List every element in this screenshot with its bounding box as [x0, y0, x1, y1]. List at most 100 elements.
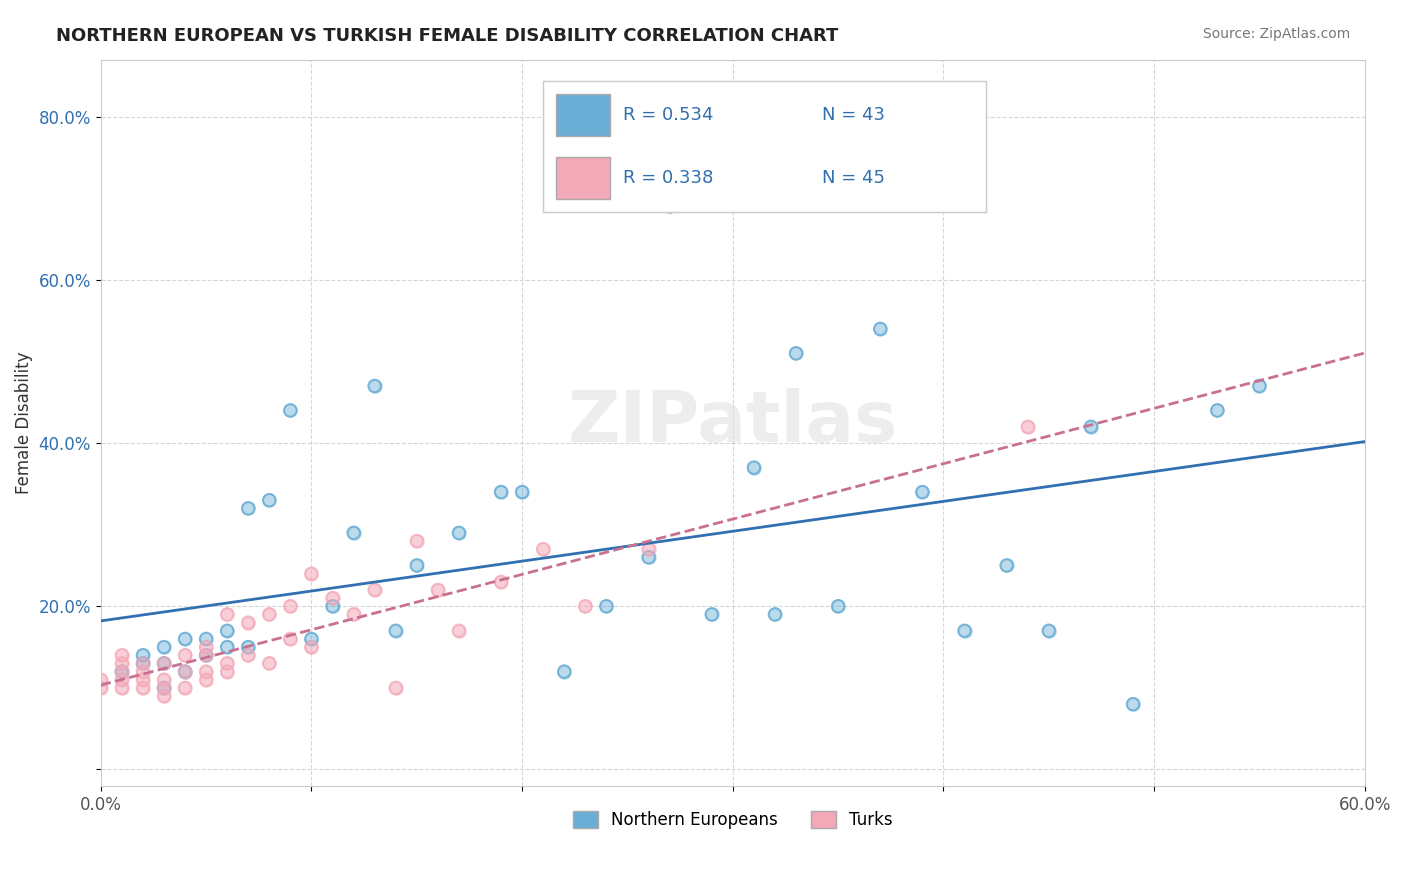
- Point: [489, 485, 512, 500]
- Northern Europeans: [153, 640, 176, 654]
- Point: [321, 599, 343, 614]
- Point: [259, 493, 281, 508]
- Turks: [153, 689, 176, 703]
- Northern Europeans: [1249, 379, 1271, 393]
- Point: [595, 599, 617, 614]
- Turks: [195, 648, 218, 663]
- Northern Europeans: [658, 199, 681, 213]
- Turks: [111, 681, 134, 695]
- Turks: [153, 657, 176, 671]
- Point: [1122, 697, 1144, 711]
- Point: [132, 648, 155, 663]
- Point: [405, 558, 427, 573]
- Point: [217, 607, 239, 622]
- Point: [132, 673, 155, 687]
- Point: [301, 640, 323, 654]
- Turks: [132, 665, 155, 679]
- Point: [259, 607, 281, 622]
- Point: [153, 689, 176, 703]
- Northern Europeans: [995, 558, 1018, 573]
- Point: [574, 599, 596, 614]
- Northern Europeans: [259, 493, 281, 508]
- Point: [553, 665, 575, 679]
- Point: [217, 624, 239, 638]
- Northern Europeans: [953, 624, 976, 638]
- Turks: [132, 681, 155, 695]
- Point: [153, 657, 176, 671]
- Point: [132, 665, 155, 679]
- Point: [301, 566, 323, 581]
- Point: [953, 624, 976, 638]
- Northern Europeans: [1080, 419, 1102, 434]
- Point: [489, 574, 512, 589]
- Point: [363, 379, 385, 393]
- Point: [1249, 379, 1271, 393]
- Point: [510, 485, 533, 500]
- Turks: [195, 640, 218, 654]
- Y-axis label: Female Disability: Female Disability: [15, 351, 32, 494]
- Point: [700, 607, 723, 622]
- Turks: [321, 591, 343, 606]
- Turks: [280, 632, 302, 646]
- Turks: [574, 599, 596, 614]
- Turks: [384, 681, 406, 695]
- Point: [405, 534, 427, 549]
- Point: [195, 673, 218, 687]
- Point: [132, 681, 155, 695]
- Point: [111, 665, 134, 679]
- Point: [90, 681, 112, 695]
- Point: [342, 607, 364, 622]
- Point: [195, 665, 218, 679]
- Turks: [280, 599, 302, 614]
- Point: [785, 346, 807, 360]
- Point: [553, 665, 575, 679]
- Northern Europeans: [195, 632, 218, 646]
- Point: [384, 624, 406, 638]
- Northern Europeans: [384, 624, 406, 638]
- Northern Europeans: [321, 599, 343, 614]
- Point: [827, 599, 849, 614]
- Turks: [217, 607, 239, 622]
- Point: [238, 501, 260, 516]
- Northern Europeans: [132, 648, 155, 663]
- Point: [132, 648, 155, 663]
- Point: [217, 640, 239, 654]
- Point: [1038, 624, 1060, 638]
- Point: [321, 591, 343, 606]
- Point: [153, 640, 176, 654]
- Point: [195, 632, 218, 646]
- Point: [238, 640, 260, 654]
- Northern Europeans: [553, 665, 575, 679]
- Point: [1249, 379, 1271, 393]
- Point: [90, 673, 112, 687]
- Turks: [153, 681, 176, 695]
- Point: [280, 599, 302, 614]
- Point: [1080, 419, 1102, 434]
- Point: [280, 403, 302, 417]
- Turks: [153, 673, 176, 687]
- Point: [1122, 697, 1144, 711]
- Point: [238, 615, 260, 630]
- Point: [174, 648, 197, 663]
- Point: [153, 681, 176, 695]
- Northern Europeans: [869, 322, 891, 336]
- Northern Europeans: [111, 665, 134, 679]
- Northern Europeans: [363, 379, 385, 393]
- Turks: [111, 657, 134, 671]
- Point: [447, 525, 470, 540]
- Point: [763, 607, 786, 622]
- Point: [1080, 419, 1102, 434]
- Northern Europeans: [217, 640, 239, 654]
- Turks: [174, 681, 197, 695]
- Turks: [301, 640, 323, 654]
- Point: [489, 485, 512, 500]
- Point: [195, 648, 218, 663]
- Point: [217, 640, 239, 654]
- Point: [217, 624, 239, 638]
- Point: [405, 558, 427, 573]
- Northern Europeans: [174, 632, 197, 646]
- Point: [1206, 403, 1229, 417]
- Northern Europeans: [132, 657, 155, 671]
- Point: [195, 648, 218, 663]
- Point: [301, 632, 323, 646]
